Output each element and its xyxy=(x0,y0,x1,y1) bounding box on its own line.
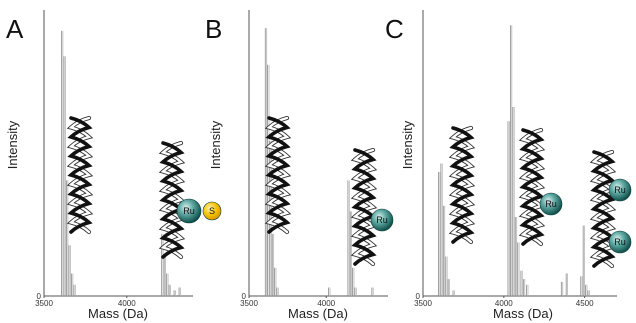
x-tick-label: 4000 xyxy=(495,299,513,308)
s-sphere-icon-shape xyxy=(202,201,222,221)
ru-sphere-icon-shape xyxy=(370,208,394,232)
ru-sphere-icon: Ru xyxy=(176,198,202,224)
ru-sphere-icon: Ru xyxy=(539,192,563,216)
ru-sphere-icon-text: Ru xyxy=(614,185,626,195)
ru-sphere-icon: Ru xyxy=(608,230,632,254)
helix-icon xyxy=(350,147,378,267)
helix-strand-fill xyxy=(450,126,474,244)
ru-sphere-icon-text: Ru xyxy=(545,199,557,209)
y-tick-label: 0 xyxy=(416,292,421,301)
y-axis-label: Intensity xyxy=(208,120,223,169)
x-tick-label: 3500 xyxy=(414,299,432,308)
ru-sphere-icon-shape xyxy=(176,198,202,224)
helix-icon xyxy=(589,149,617,269)
helix-strand-dark xyxy=(67,116,93,234)
helix-icon xyxy=(264,115,292,235)
x-tick-label: 4000 xyxy=(317,299,335,308)
helix-strand-dark xyxy=(590,150,616,268)
helix-strand-dark xyxy=(159,141,185,259)
ru-sphere-icon-text: Ru xyxy=(376,215,388,225)
helix-strand-dark xyxy=(265,116,291,234)
helix-strand-fill xyxy=(160,141,184,259)
ru-sphere-icon: Ru xyxy=(370,208,394,232)
y-axis-label: Intensity xyxy=(400,120,415,169)
y-tick-label: 0 xyxy=(242,292,247,301)
ru-sphere-icon-shape xyxy=(539,192,563,216)
x-tick-label: 4500 xyxy=(576,299,594,308)
helix-icon xyxy=(518,127,546,247)
x-axis-label: Mass (Da) xyxy=(88,306,148,321)
ru-sphere-icon-text: Ru xyxy=(183,206,195,216)
s-sphere-icon: S xyxy=(202,201,222,221)
helix-icon xyxy=(66,115,94,235)
panel-letter: C xyxy=(385,14,404,44)
helix-strand-dark xyxy=(351,148,377,266)
helix-icon xyxy=(158,140,186,260)
helix-strand-fill xyxy=(352,148,376,266)
x-tick-label: 3500 xyxy=(35,299,53,308)
ru-sphere-icon-shape xyxy=(608,230,632,254)
x-axis-label: Mass (Da) xyxy=(493,306,553,321)
x-tick-label: 4000 xyxy=(118,299,136,308)
y-tick-label: 0 xyxy=(37,292,42,301)
x-axis-label: Mass (Da) xyxy=(288,306,348,321)
panel-letter: B xyxy=(205,14,222,44)
helix-strand-dark xyxy=(519,128,545,246)
x-tick-label: 3500 xyxy=(240,299,258,308)
ru-sphere-icon-shape xyxy=(608,178,632,202)
ru-sphere-icon: Ru xyxy=(608,178,632,202)
panel-letter: A xyxy=(6,14,24,44)
helix-icon xyxy=(448,125,476,245)
y-axis-label: Intensity xyxy=(5,120,20,169)
s-sphere-icon-text: S xyxy=(209,206,215,216)
helix-strand-fill xyxy=(520,128,544,246)
ru-sphere-icon-text: Ru xyxy=(614,237,626,247)
helix-strand-fill xyxy=(68,116,92,234)
helix-strand-dark xyxy=(449,126,475,244)
helix-strand-fill xyxy=(266,116,290,234)
